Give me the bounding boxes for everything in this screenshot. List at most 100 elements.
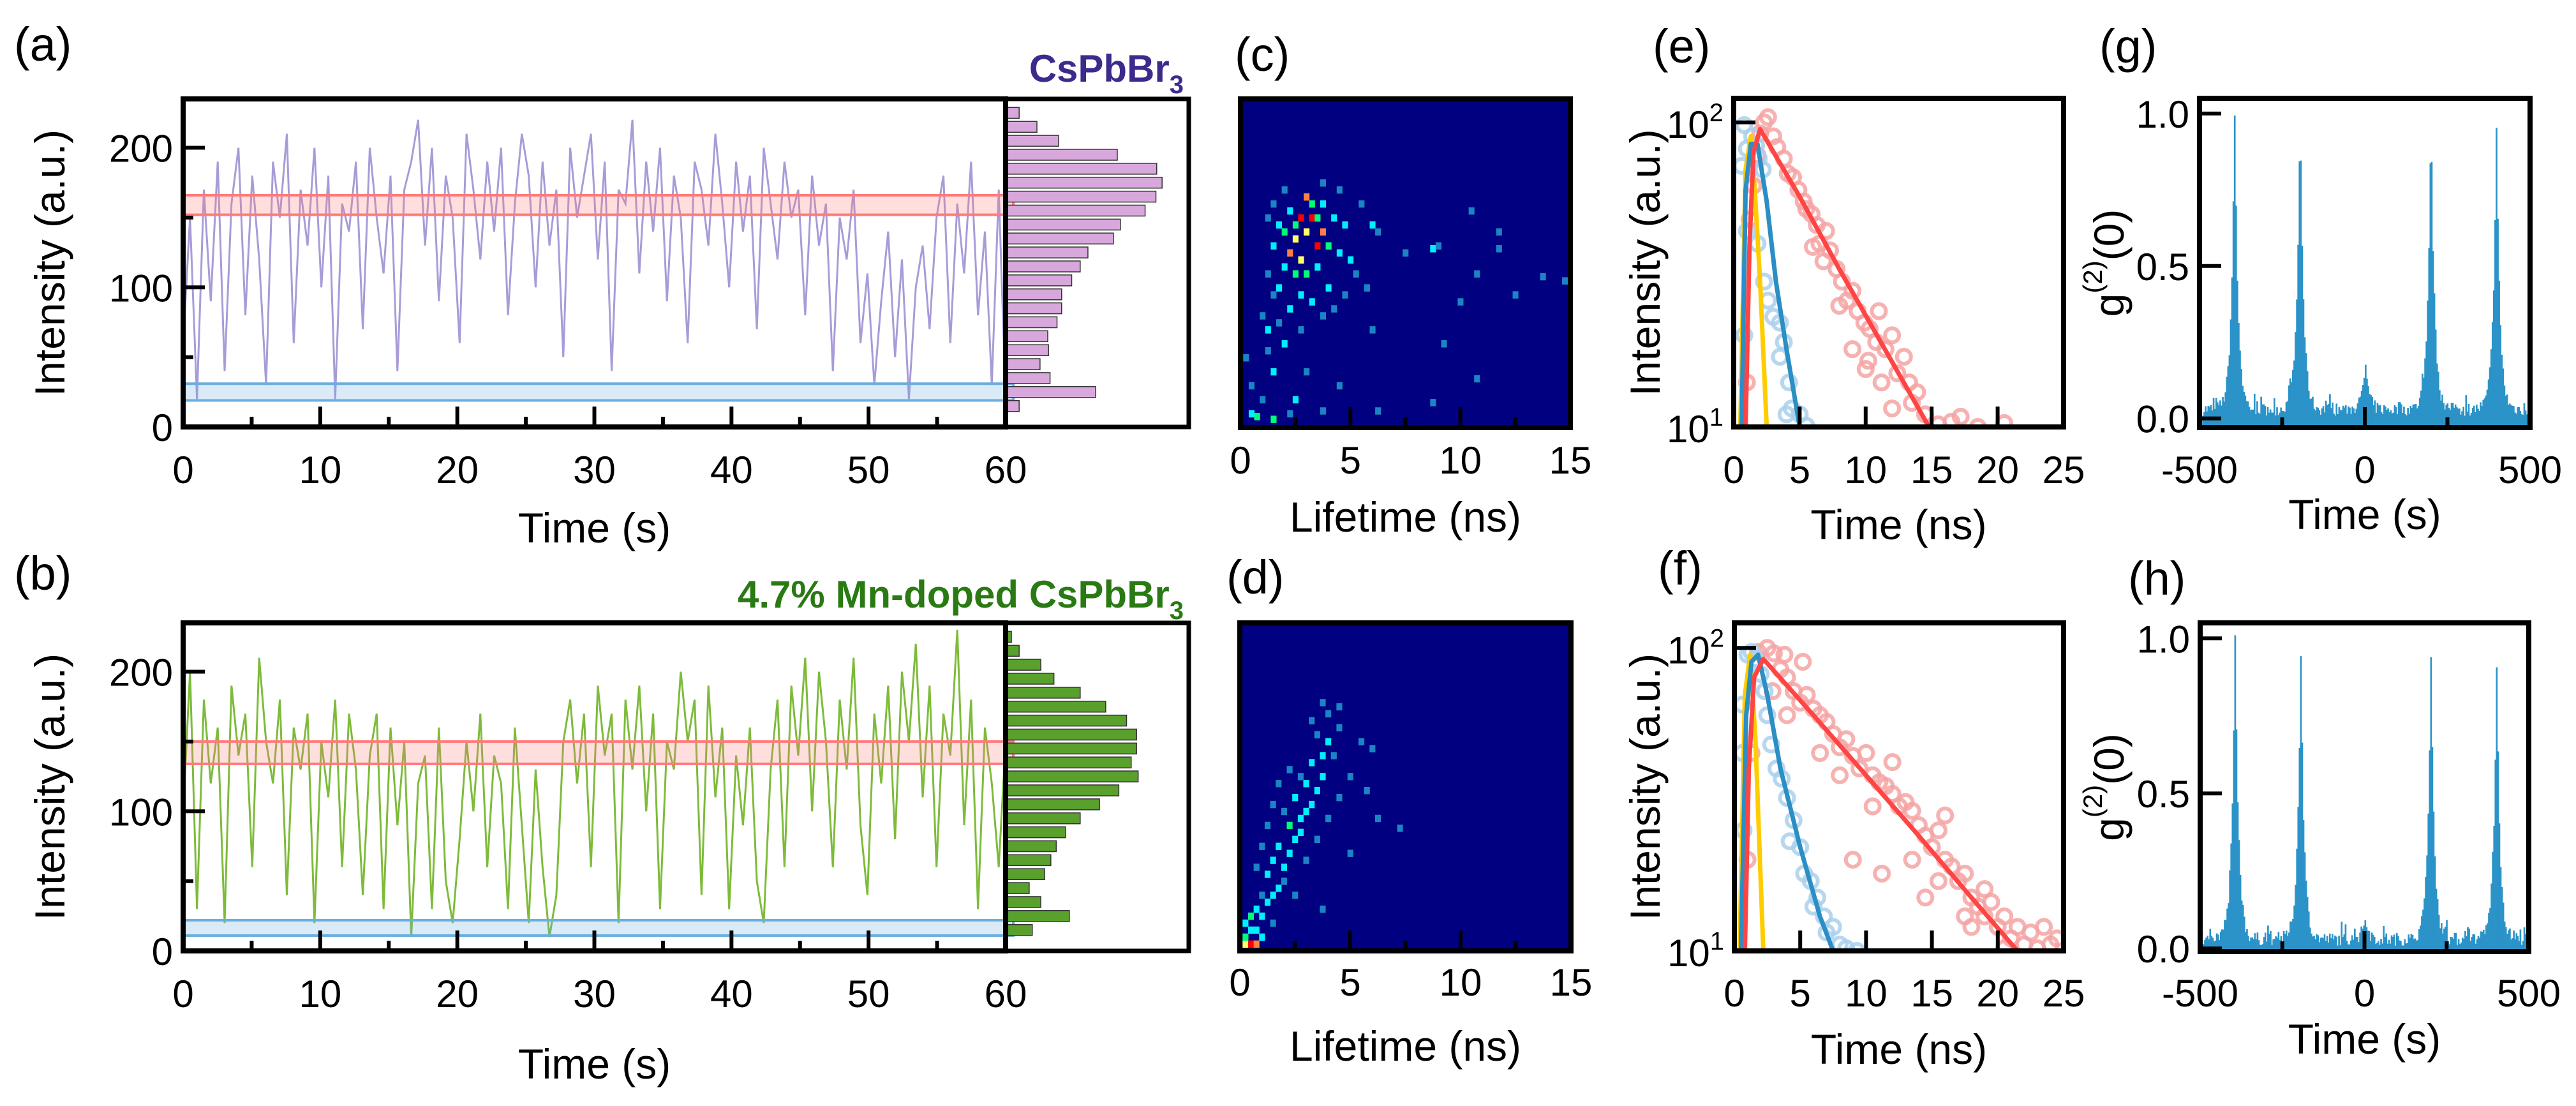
g2-histogram-bin (2487, 379, 2490, 428)
g2-histogram-bin (2394, 945, 2397, 952)
x-tick-label: 60 (985, 449, 1027, 491)
heatmap-cell (1325, 710, 1332, 718)
g2-histogram-bin (2225, 920, 2227, 952)
g2-histogram-bin (2341, 922, 2343, 952)
decay-data-point (1969, 418, 1987, 427)
g2-histogram-bin (2207, 936, 2208, 952)
heatmap-cell (1287, 207, 1293, 215)
histogram-bar (1007, 232, 1114, 245)
panel-g: -500 0 500 0.0 0.5 1.0 Time (s) g(2)(0) (g) (2078, 20, 2563, 538)
plot-area (183, 119, 1006, 400)
g2-histogram-bin (2249, 941, 2251, 952)
decay-data-point (1951, 408, 1970, 426)
g2-histogram-bin (2276, 407, 2278, 428)
g2-histogram-bin (2502, 902, 2505, 952)
g2-histogram-bin (2511, 405, 2513, 428)
panel-h: -500 0 500 0.0 0.5 1.0 Time (s) g(2)(0) (h) (2078, 552, 2561, 1063)
g2-histogram-bin (2520, 945, 2523, 952)
g2-histogram-bin (2230, 843, 2233, 952)
decay-data-point (1929, 872, 1947, 890)
heatmap-cell (1330, 752, 1337, 759)
g2-histogram-bin (2390, 935, 2393, 952)
heatmap-cell (1297, 828, 1304, 837)
g2-histogram-bin (2261, 404, 2264, 428)
g2-histogram-bin (2469, 415, 2471, 428)
g2-histogram-bin (2314, 410, 2316, 428)
g2-histogram-bin (2399, 940, 2401, 952)
g2-histogram-bin (2264, 932, 2267, 952)
heatmap-cell (1496, 245, 1502, 253)
decay-data-point (1870, 302, 1888, 320)
heatmap-cell (1342, 221, 1348, 229)
g2-histogram-bin (2347, 944, 2349, 952)
g2-histogram-bin (2359, 396, 2362, 428)
decay-data-point (1888, 364, 1907, 382)
heatmap-cell (1320, 179, 1327, 187)
heatmap-cell (1314, 731, 1320, 738)
g2-histogram-bin (2461, 938, 2464, 952)
g2-histogram-bin (2471, 408, 2474, 428)
g2-histogram-bin (2301, 742, 2304, 952)
g2-histogram-bin (2480, 931, 2482, 952)
x-tick-label: 50 (847, 449, 890, 491)
histogram-bar (1007, 756, 1132, 769)
g2-histogram-bin (2237, 802, 2239, 952)
g2-histogram-bin (2218, 939, 2221, 952)
heatmap-cell (1496, 228, 1502, 236)
g2-histogram-bin (2415, 403, 2417, 428)
g2-histogram-bin (2402, 413, 2404, 428)
g2-histogram-bin (2449, 410, 2452, 428)
x-tick-label: -500 (2161, 449, 2238, 491)
g2-histogram-bin (2379, 405, 2381, 428)
g2-histogram-bin (2326, 936, 2328, 952)
g2-histogram-bin (2291, 921, 2293, 952)
g2-histogram-bin (2478, 410, 2480, 428)
heatmap-cell (1457, 298, 1464, 306)
histogram-bar (1007, 190, 1157, 203)
g2-histogram-bin (2327, 942, 2330, 952)
heatmap-cell (1297, 814, 1304, 823)
heatmap-cell (1314, 835, 1320, 843)
g2-histogram-bin (2337, 414, 2339, 428)
g2-histogram-bin (2464, 415, 2466, 428)
g2-histogram-bin (2383, 925, 2385, 952)
g2-histogram-bin (2477, 408, 2479, 428)
g2-histogram-bin (2467, 927, 2469, 952)
heatmap-cell (1540, 273, 1546, 281)
x-tick-label: 0 (172, 973, 193, 1015)
x-tick-label: 0 (172, 449, 193, 491)
heatmap-cell (1292, 396, 1299, 404)
heatmap-cell (1281, 340, 1288, 348)
g2-histogram-bin (2439, 390, 2441, 428)
y-axis-title: g(2)(0) (2078, 733, 2133, 841)
g2-histogram-bin (2494, 759, 2497, 952)
g2-histogram-bin (2307, 391, 2310, 428)
g2-histogram-bin (2239, 350, 2241, 428)
g2-histogram-bin (2492, 851, 2494, 952)
g2-histogram-bin (2305, 880, 2307, 952)
heatmap-cell (1292, 270, 1299, 278)
g2-histogram-bin (2302, 299, 2305, 428)
g2-histogram-bin (2472, 934, 2475, 952)
heatmap-cell (1375, 228, 1381, 236)
x-tick-label: 500 (2498, 449, 2562, 491)
g2-histogram-bin (2517, 407, 2519, 428)
g2-histogram-bin (2284, 412, 2286, 428)
axes-frame (1238, 96, 1573, 430)
heatmap-background (1240, 623, 1571, 951)
heatmap-cell (1276, 221, 1283, 229)
g2-histogram-bin (2270, 412, 2273, 428)
g2-histogram-bin (2518, 941, 2520, 952)
g2-histogram-bin (2321, 408, 2323, 428)
g2-histogram-bin (2296, 848, 2298, 952)
g2-histogram-bin (2498, 823, 2501, 952)
g2-histogram-bin (2393, 934, 2395, 952)
g2-histogram-bin (2459, 408, 2461, 428)
decay-data-point (1758, 706, 1776, 724)
tick-exponent: 1 (1710, 927, 1724, 955)
g2-histogram-bin (2438, 915, 2440, 952)
histogram-bar (1007, 135, 1059, 147)
heatmap-cell (1430, 399, 1436, 407)
g2-histogram-bin (2464, 931, 2466, 952)
histogram-bar (1007, 854, 1052, 867)
